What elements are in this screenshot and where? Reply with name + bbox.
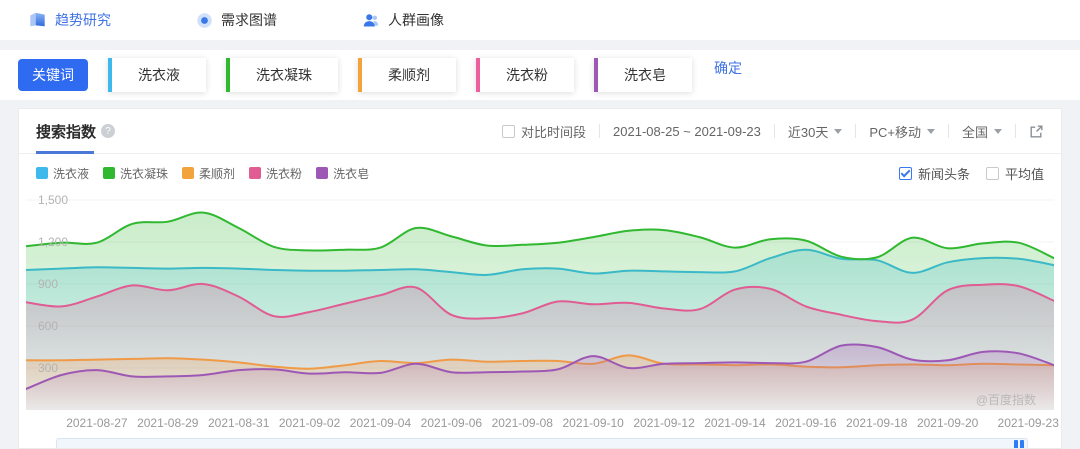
x-axis-label: 2021-09-06	[420, 416, 483, 430]
legend-swatch-icon	[316, 167, 329, 179]
panel-header: 搜索指数 ? 对比时间段 2021-08-25 ~ 2021-09-23 近30…	[19, 109, 1061, 154]
tab-search-index[interactable]: 搜索指数 ?	[36, 109, 116, 153]
x-axis-label: 2021-09-10	[562, 416, 624, 430]
average-value-checkbox[interactable]: 平均值	[985, 164, 1044, 183]
keyword-color-bar	[108, 58, 112, 92]
date-range[interactable]: 2021-08-25 ~ 2021-09-23	[613, 123, 761, 139]
legend-item[interactable]: 洗衣粉	[249, 165, 302, 182]
keyword-chip[interactable]: 洗衣粉	[476, 58, 574, 92]
region-select[interactable]: 全国	[962, 122, 1002, 141]
external-link-icon[interactable]	[1029, 124, 1044, 139]
y-axis-label: 300	[38, 361, 59, 375]
nav-item-demand-map[interactable]: 需求图谱	[196, 10, 277, 30]
chevron-down-icon	[994, 128, 1002, 134]
x-axis-labels: 2021-08-27 2021-08-29 2021-08-31 2021-09-02…	[26, 412, 1059, 434]
keyword-bar: 关键词 洗衣液 洗衣凝珠 柔顺剂 洗衣粉 洗衣皂 确定	[0, 50, 1080, 100]
divider	[855, 124, 857, 138]
header-controls: 对比时间段 2021-08-25 ~ 2021-09-23 近30天 PC+移动…	[502, 122, 1044, 141]
demand-map-icon	[196, 12, 213, 29]
y-axis-label: 1,500	[38, 193, 69, 207]
keyword-chip-label: 洗衣粉	[506, 67, 548, 83]
checkbox-icon[interactable]	[985, 166, 999, 180]
legend-swatch-icon	[103, 167, 116, 179]
legend-item[interactable]: 柔顺剂	[182, 165, 235, 182]
slider-handle-icon[interactable]	[1014, 440, 1024, 448]
keyword-chip-label: 洗衣液	[138, 67, 180, 83]
trend-chart-canvas[interactable]	[26, 192, 1054, 412]
divider	[947, 124, 949, 138]
active-tab-underline	[36, 151, 94, 154]
nav-label: 趋势研究	[55, 12, 111, 28]
legend-swatch-icon	[249, 167, 262, 179]
x-axis-label: 2021-08-27	[66, 416, 128, 430]
nav-item-trend-research[interactable]: 趋势研究	[28, 10, 111, 30]
y-axis-label: 900	[38, 277, 59, 291]
data-zoom-slider[interactable]	[56, 438, 1028, 448]
checkbox-icon[interactable]	[502, 124, 516, 138]
nav-label: 需求图谱	[221, 12, 277, 28]
y-axis-label: 600	[38, 319, 59, 333]
keyword-chip[interactable]: 洗衣凝珠	[226, 58, 338, 92]
trend-research-icon	[28, 11, 47, 29]
nav-label: 人群画像	[388, 12, 444, 28]
panel-title: 搜索指数	[36, 123, 97, 141]
keyword-chip-label: 洗衣凝珠	[256, 67, 312, 83]
nav-item-crowd-portrait[interactable]: 人群画像	[362, 10, 444, 30]
legend-label: 洗衣液	[53, 166, 90, 181]
x-axis-label: 2021-09-02	[278, 416, 341, 430]
keyword-color-bar	[358, 58, 362, 92]
keyword-chip-label: 洗衣皂	[624, 67, 666, 83]
legend-row: 洗衣液 洗衣凝珠 柔顺剂 洗衣粉 洗衣皂 新闻头条 平均值	[19, 156, 1061, 190]
x-axis-label: 2021-09-20	[916, 416, 979, 430]
keyword-color-bar	[476, 58, 480, 92]
x-axis-label: 2021-09-16	[775, 416, 837, 430]
x-axis-label: 2021-09-18	[846, 416, 908, 430]
confirm-link[interactable]: 确定	[714, 60, 742, 76]
keyword-chip[interactable]: 柔顺剂	[358, 58, 456, 92]
time-range-select[interactable]: 近30天	[788, 122, 843, 141]
divider	[599, 124, 601, 138]
help-icon[interactable]: ?	[101, 124, 116, 138]
chevron-down-icon	[834, 128, 843, 134]
x-axis-label: 2021-09-12	[633, 416, 695, 430]
divider	[1015, 124, 1016, 138]
keyword-chip[interactable]: 洗衣皂	[594, 58, 692, 92]
x-axis-label: 2021-09-08	[491, 416, 553, 430]
search-index-panel: 搜索指数 ? 对比时间段 2021-08-25 ~ 2021-09-23 近30…	[18, 108, 1062, 449]
legend-item[interactable]: 洗衣液	[36, 165, 89, 182]
keyword-button[interactable]: 关键词	[18, 59, 88, 91]
legend-swatch-icon	[36, 167, 48, 179]
x-axis-label: 2021-09-04	[349, 416, 412, 430]
legend-label: 柔顺剂	[199, 166, 236, 181]
platform-select[interactable]: PC+移动	[869, 122, 935, 141]
x-axis-label: 2021-09-14	[704, 416, 766, 430]
legend-swatch-icon	[182, 167, 195, 179]
legend-label: 洗衣粉	[266, 166, 303, 181]
keyword-chip-label: 柔顺剂	[388, 67, 430, 83]
legend-item[interactable]: 洗衣凝珠	[103, 165, 168, 182]
legend-label: 洗衣凝珠	[120, 166, 169, 181]
compare-period-checkbox[interactable]: 对比时间段	[502, 122, 586, 141]
top-nav: 趋势研究 需求图谱 人群画像	[0, 0, 1080, 40]
keyword-chips: 洗衣液 洗衣凝珠 柔顺剂 洗衣粉 洗衣皂	[108, 58, 692, 92]
legend-label: 洗衣皂	[333, 166, 370, 181]
x-axis-label: 2021-08-29	[137, 416, 199, 430]
y-axis-label: 1,200	[38, 235, 69, 249]
watermark: @百度指数	[975, 393, 1036, 407]
chevron-down-icon	[926, 128, 935, 134]
keyword-color-bar	[226, 58, 230, 92]
chart-legend: 洗衣液 洗衣凝珠 柔顺剂 洗衣粉 洗衣皂	[36, 165, 369, 182]
keyword-color-bar	[594, 58, 598, 92]
legend-item[interactable]: 洗衣皂	[316, 165, 369, 182]
checkbox-checked-icon[interactable]	[898, 166, 912, 180]
trend-chart[interactable]: 300 600 900 1,200 1,500 @百度指数	[26, 192, 1054, 412]
news-headlines-checkbox[interactable]: 新闻头条	[898, 164, 970, 183]
chart-toggles: 新闻头条 平均值	[898, 164, 1044, 183]
x-axis-label: 2021-09-23	[997, 416, 1059, 430]
divider	[773, 124, 775, 138]
crowd-portrait-icon	[362, 12, 380, 29]
keyword-chip[interactable]: 洗衣液	[108, 58, 206, 92]
x-axis-label: 2021-08-31	[207, 416, 270, 430]
